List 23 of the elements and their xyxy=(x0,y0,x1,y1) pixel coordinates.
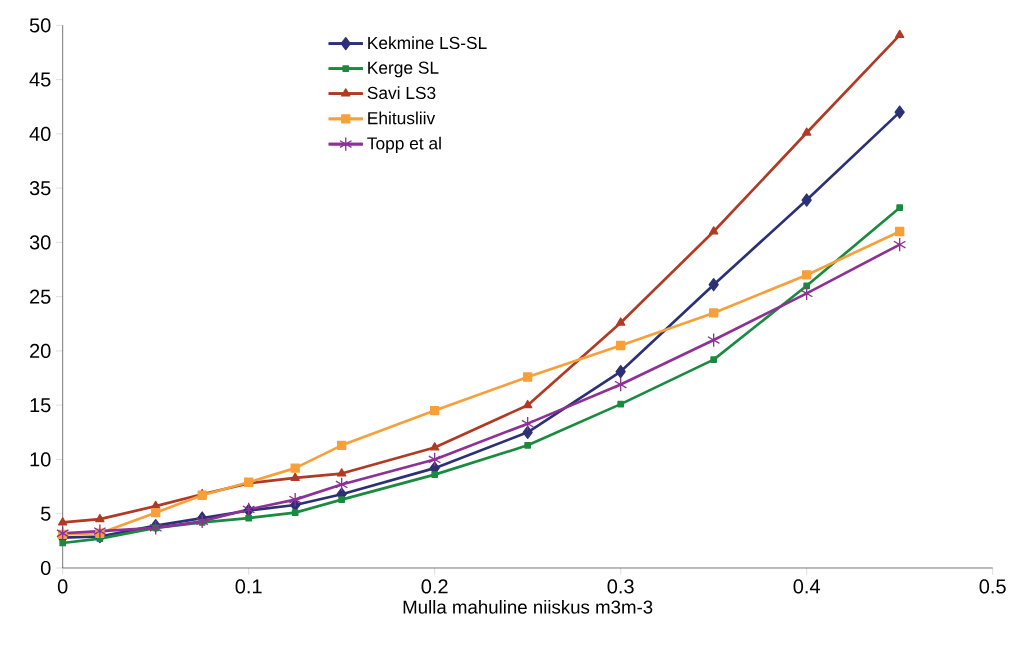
x-tick-label: 0.5 xyxy=(979,579,1006,594)
x-tick-label: 0 xyxy=(57,579,68,594)
x-tick-label: 0.1 xyxy=(235,579,262,594)
legend-label: Ehitusliiv xyxy=(368,111,436,125)
x-tick-label: 0.3 xyxy=(607,579,634,594)
y-tick-label: 30 xyxy=(29,235,51,250)
x-tick-label: 0.2 xyxy=(421,579,448,594)
y-tick-label: 25 xyxy=(30,289,51,304)
legend-label: Kerge SL xyxy=(368,61,439,78)
legend-label: Savi LS3 xyxy=(367,86,436,100)
y-tick-label: 0 xyxy=(40,560,51,576)
x-tick-label: 0.4 xyxy=(793,579,820,594)
y-tick-label: 15 xyxy=(30,398,51,413)
y-tick-label: 50 xyxy=(29,18,51,33)
y-tick-label: 10 xyxy=(30,452,51,467)
y-tick-label: 5 xyxy=(40,506,51,521)
y-tick-label: 35 xyxy=(29,181,51,196)
x-axis-title: Mulla mahuline niiskus m3m-3 xyxy=(403,600,653,614)
y-tick-label: 40 xyxy=(29,126,51,141)
legend-label: Topp et al xyxy=(367,136,441,153)
legend-label: Kekmine LS-SL xyxy=(368,36,487,50)
y-tick-label: 45 xyxy=(29,72,51,87)
y-tick-label: 20 xyxy=(30,343,51,358)
